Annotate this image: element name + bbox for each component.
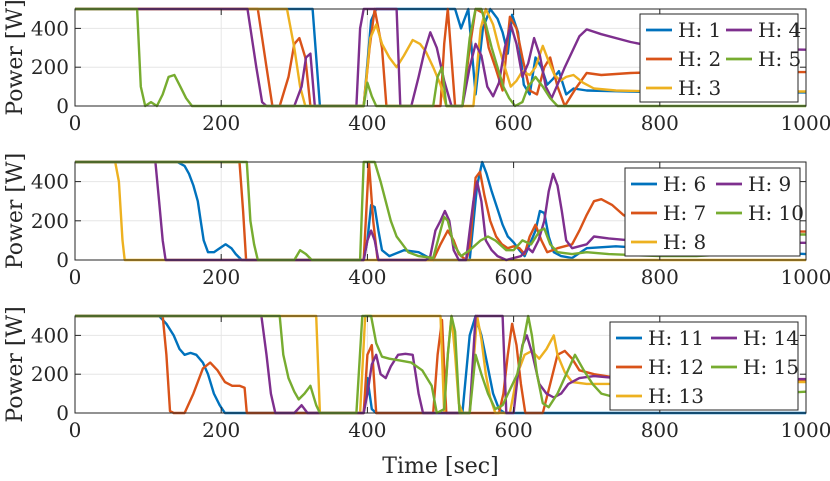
legend-label: H: 3 [678,76,721,100]
y-axis-label: Power [W] [3,306,28,422]
x-axis-label: Time [sec] [382,454,498,479]
y-tick-label: 0 [56,248,69,272]
x-tick-label: 1000 [781,265,830,289]
x-tick-label: 0 [69,418,82,442]
legend-label: H: 9 [748,172,791,196]
x-tick-label: 0 [69,111,82,135]
legend-label: H: 5 [758,47,801,71]
legend-label: H: 14 [743,326,799,350]
x-tick-label: 200 [202,418,240,442]
y-tick-label: 200 [31,55,69,79]
series-line-9 [75,160,807,262]
series-line-4 [75,7,807,108]
y-axis-label: Power [W] [3,0,28,116]
x-tick-label: 0 [69,265,82,289]
x-tick-label: 200 [202,265,240,289]
x-tick-label: 1000 [781,111,830,135]
axes-box [74,161,807,261]
legend-label: H: 2 [678,47,721,71]
y-axis-label: Power [W] [3,153,28,269]
legend-label: H: 11 [648,326,704,350]
legend-label: H: 1 [678,18,721,42]
legend-label: H: 4 [758,18,801,42]
x-tick-label: 800 [641,418,679,442]
legend: H: 6 H: 9 H: 7 H: 10 H: 8 [624,167,804,257]
x-tick-label: 1000 [781,418,830,442]
axes-box [74,8,807,107]
y-tick-label: 0 [56,401,69,425]
y-tick-label: 200 [31,209,69,233]
legend-label: H: 8 [663,230,706,254]
y-tick-label: 200 [31,362,69,386]
legend: H: 11 H: 14 H: 12 H: 15 H: 13 [609,321,799,411]
legend-label: H: 10 [748,201,804,225]
x-tick-label: 400 [348,111,386,135]
axes-box [74,315,807,414]
y-tick-label: 0 [56,94,69,118]
series-line-12 [75,314,806,415]
x-tick-label: 200 [202,111,240,135]
series-line-13 [75,314,806,415]
legend-label: H: 6 [663,172,706,196]
series-group [75,7,807,108]
x-tick-label: 400 [348,265,386,289]
legend: H: 1 H: 4 H: 2 H: 5 H: 3 [639,13,801,103]
series-line-5 [75,7,806,108]
x-tick-label: 400 [348,418,386,442]
y-tick-label: 400 [31,16,69,40]
x-tick-label: 600 [495,418,533,442]
legend-label: H: 13 [648,384,704,408]
y-tick-label: 400 [31,170,69,194]
x-tick-label: 800 [641,265,679,289]
series-line-10 [75,160,806,262]
legend-label: H: 7 [663,201,706,225]
legend-label: H: 12 [648,355,704,379]
x-tick-label: 600 [495,111,533,135]
x-tick-label: 800 [641,111,679,135]
legend-label: H: 15 [743,355,799,379]
x-tick-label: 600 [495,265,533,289]
y-tick-label: 400 [31,323,69,347]
